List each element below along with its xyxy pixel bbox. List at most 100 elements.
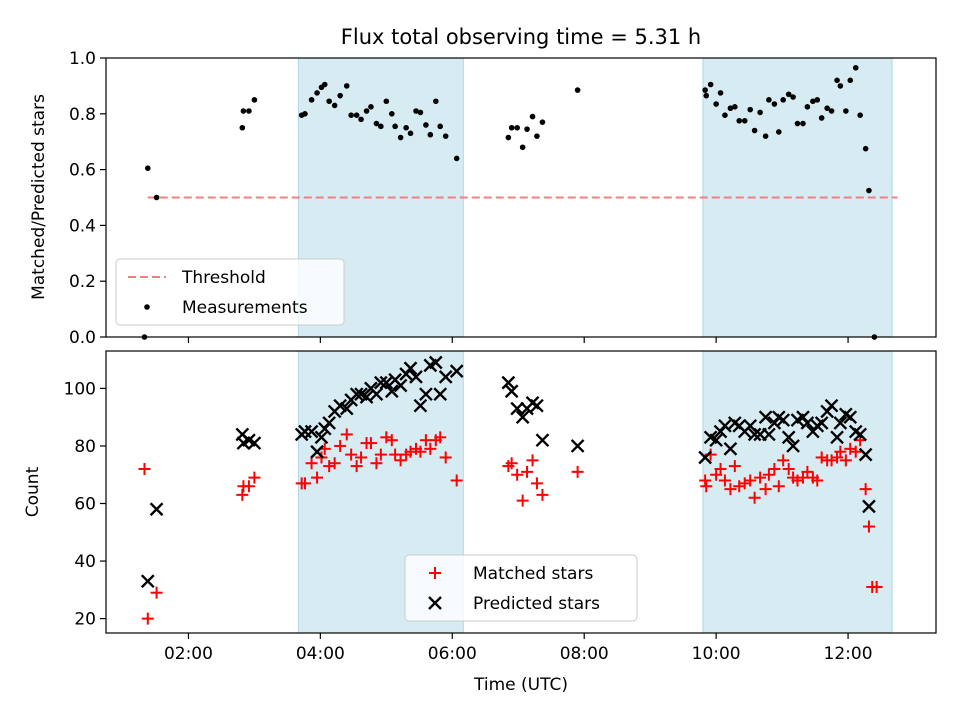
matched-star-point: [305, 457, 318, 470]
matched-star-point: [138, 462, 151, 475]
measurement-point: [302, 111, 308, 117]
measurement-point: [240, 108, 247, 114]
predicted-star-point: [843, 410, 858, 425]
matched-star-point: [762, 468, 775, 481]
measurement-point: [717, 90, 724, 96]
y-tick-label: 0.0: [69, 328, 96, 348]
count-y-ticks: 20 40 60 80 100: [64, 379, 106, 630]
measurement-point: [804, 104, 811, 110]
predicted-star-point: [833, 416, 848, 430]
measurement-point: [771, 101, 778, 107]
matched-star-point: [323, 460, 336, 473]
measurement-point: [741, 117, 748, 124]
measurement-point: [314, 90, 320, 96]
predicted-star-point: [698, 450, 712, 465]
predicted-star-point: [349, 387, 364, 402]
chart-title: Flux total observing time = 5.31 h: [341, 25, 701, 49]
matched-star-point: [700, 480, 713, 493]
ratio-plot-frame: [105, 57, 937, 338]
measurement-point: [508, 124, 515, 131]
predicted-star-point: [501, 375, 516, 390]
matched-star-point: [141, 612, 154, 625]
matched-star-points: [138, 428, 883, 625]
measurement-point: [757, 109, 763, 116]
measurement-point: [397, 134, 404, 141]
matched-star-point: [521, 465, 534, 478]
matched-star-point: [530, 477, 543, 490]
measurement-point: [862, 145, 869, 152]
measurement-point: [736, 117, 743, 124]
threshold-legend-label: Threshold: [181, 268, 266, 288]
matched-star-point: [733, 480, 746, 493]
measurement-point: [378, 123, 384, 130]
measurement-point: [524, 126, 530, 132]
y-tick-label: 100: [64, 379, 96, 399]
matched-star-point: [345, 448, 358, 461]
y-tick-label: 0.8: [69, 105, 96, 125]
measurement-point: [834, 77, 840, 84]
predicted-star-point: [304, 424, 319, 439]
measurement-point: [847, 77, 854, 84]
matched-star-point: [724, 483, 737, 496]
predicted-star-point: [747, 427, 762, 442]
matched-star-point: [150, 586, 163, 599]
measurement-point: [353, 112, 360, 118]
measurement-point: [534, 133, 540, 139]
predicted-star-point: [310, 444, 324, 459]
predicted-star-point: [570, 439, 585, 453]
matched-star-point: [754, 471, 767, 484]
predicted-stars-legend-label: Predicted stars: [473, 594, 600, 614]
measurement-point: [574, 87, 581, 93]
measurement-point: [144, 165, 151, 172]
measurement-point: [794, 120, 801, 127]
measurement-point: [363, 108, 370, 114]
count-panel: 20 40 60 80 100 02:00 04:00 06:00 08:00 10:00 12:…: [23, 350, 937, 695]
matched-star-point: [374, 448, 387, 461]
y-tick-label: 40: [74, 552, 96, 572]
measurement-point: [713, 101, 719, 107]
y-tick-label: 60: [74, 495, 96, 515]
measurement-point: [423, 122, 429, 128]
matched-star-point: [815, 451, 828, 464]
measurement-point: [453, 155, 460, 162]
measurement-point: [732, 104, 738, 110]
measurement-point: [818, 115, 825, 121]
matched-star-point: [699, 474, 712, 487]
measurement-point: [505, 134, 512, 141]
measurement-point: [153, 194, 160, 201]
matched-star-point: [385, 434, 398, 447]
x-tick-label: 04:00: [296, 644, 345, 664]
measurement-point: [702, 87, 708, 93]
measurement-point: [514, 124, 520, 131]
predicted-star-point: [814, 416, 829, 430]
predicted-star-point: [776, 413, 791, 427]
measurement-point: [407, 130, 414, 137]
matched-star-point: [738, 477, 751, 490]
measurement-point: [722, 112, 728, 118]
measurement-point: [358, 116, 364, 123]
measurement-point: [337, 92, 343, 99]
matched-star-point: [516, 494, 529, 507]
predicted-star-point: [786, 439, 800, 453]
measurement-point: [747, 106, 754, 113]
measurement-point: [539, 119, 546, 125]
y-tick-label: 20: [74, 610, 96, 630]
measurement-point: [843, 108, 849, 114]
matched-star-point: [839, 454, 852, 467]
matched-star-point: [825, 454, 838, 467]
measurement-point: [866, 187, 872, 194]
matched-star-point: [394, 454, 407, 467]
matched-star-point: [777, 454, 790, 467]
predicted-star-point: [314, 430, 329, 445]
matched-star-point: [434, 431, 447, 444]
measurement-point: [383, 98, 390, 105]
matched-star-point: [714, 462, 727, 475]
predicted-star-point: [379, 375, 394, 390]
predicted-star-point: [339, 401, 354, 416]
measurement-point: [727, 105, 734, 112]
measurement-point: [427, 131, 434, 138]
matched-star-point: [801, 465, 814, 478]
measurement-point: [529, 113, 536, 120]
predicted-star-point: [515, 410, 530, 425]
predicted-stars-legend-swatch: [428, 596, 442, 610]
